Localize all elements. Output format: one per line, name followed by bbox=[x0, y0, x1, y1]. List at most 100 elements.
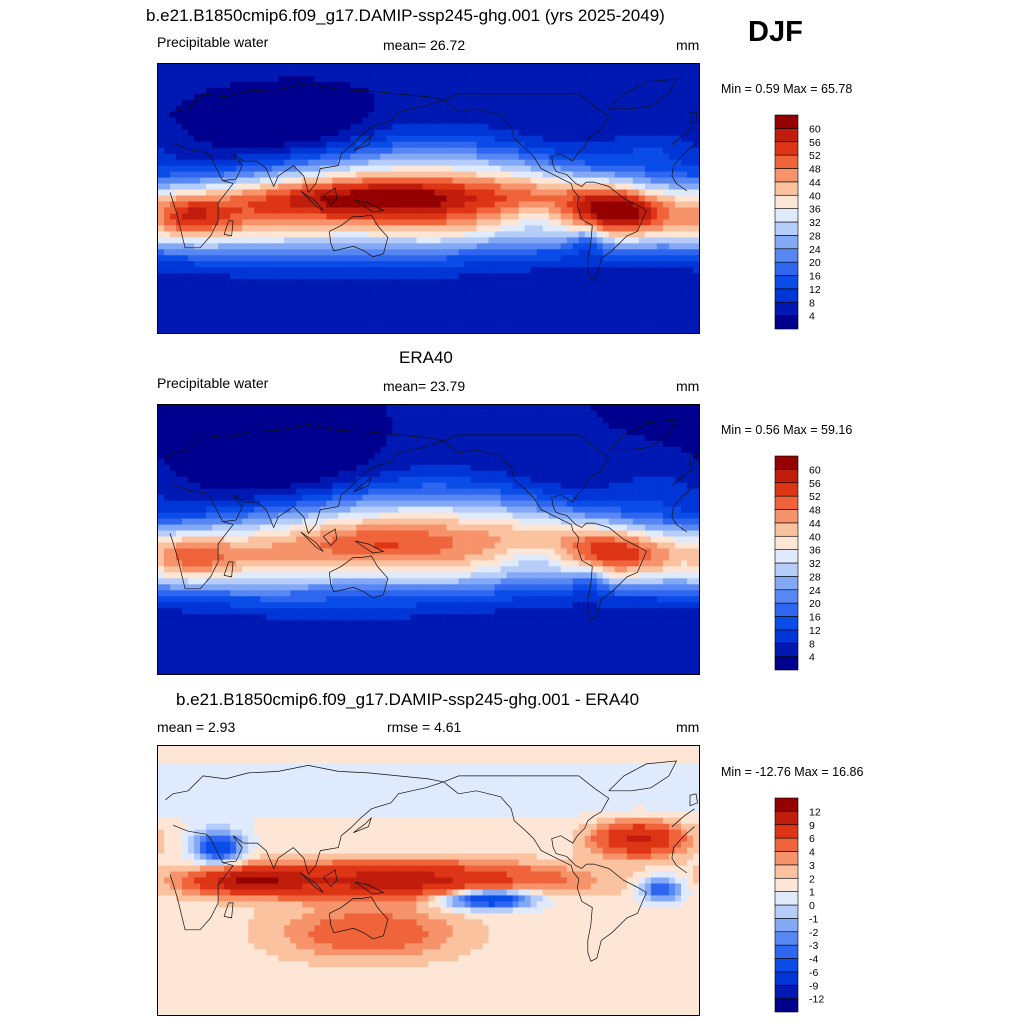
map-field bbox=[158, 746, 699, 1015]
colorbar-swatch bbox=[774, 248, 799, 263]
panel-2-map-svg bbox=[158, 405, 699, 674]
coastline bbox=[443, 434, 647, 621]
coastline bbox=[323, 187, 338, 206]
colorbar-tick-label: 1 bbox=[809, 887, 815, 899]
colorbar-tick-label: -4 bbox=[809, 954, 818, 966]
panel-3-map bbox=[157, 745, 700, 1016]
panel-3-units: mm bbox=[676, 719, 700, 735]
colorbar-swatch bbox=[774, 301, 799, 316]
panel-2-title: ERA40 bbox=[399, 348, 453, 367]
colorbar-swatch bbox=[774, 114, 799, 129]
colorbar-swatch bbox=[774, 797, 799, 812]
coastline bbox=[689, 452, 698, 466]
coastline bbox=[165, 765, 695, 931]
panel-3-mean: mean = 2.93 bbox=[157, 719, 236, 735]
colorbar-tick-label: 52 bbox=[809, 150, 821, 162]
coastline bbox=[443, 775, 647, 962]
coastlines bbox=[165, 78, 698, 280]
panel-3-colorbar: -12 -9 -6 -4 -3 -2 -1 0 1 2 3 4 6 9 12 bbox=[774, 797, 824, 1013]
colorbar-tick-label: -2 bbox=[809, 927, 818, 939]
colorbar-tick-label: 12 bbox=[809, 806, 821, 818]
coastline bbox=[354, 881, 385, 895]
colorbar-tick-label: 36 bbox=[809, 545, 821, 557]
colorbar-swatch bbox=[774, 984, 799, 999]
colorbar-tick-label: -6 bbox=[809, 967, 818, 979]
colorbar-tick-label: 0 bbox=[809, 900, 815, 912]
colorbar-swatch bbox=[774, 864, 799, 879]
panel-1-title: b.e21.B1850cmip6.f09_g17.DAMIP-ssp245-gh… bbox=[146, 6, 665, 25]
colorbar-swatch bbox=[774, 168, 799, 183]
coastline bbox=[328, 896, 389, 940]
colorbar-tick-label: 36 bbox=[809, 204, 821, 216]
colorbar-swatch bbox=[774, 837, 799, 852]
colorbar-swatch bbox=[774, 315, 799, 330]
colorbar-tick-label: 28 bbox=[809, 230, 821, 242]
colorbar-tick-label: 20 bbox=[809, 257, 821, 269]
coastline bbox=[689, 111, 698, 125]
panel-3-map-svg bbox=[158, 746, 699, 1015]
colorbar-swatch bbox=[774, 141, 799, 156]
colorbar-tick-label: 8 bbox=[809, 638, 815, 650]
colorbar-swatch bbox=[774, 891, 799, 906]
colorbar-swatch bbox=[774, 509, 799, 524]
coastline bbox=[608, 78, 678, 110]
season-label: DJF bbox=[748, 16, 803, 48]
colorbar-swatch bbox=[774, 931, 799, 946]
colorbar-tick-label: 6 bbox=[809, 833, 815, 845]
coastline bbox=[354, 199, 385, 213]
colorbar-tick-label: 16 bbox=[809, 271, 821, 283]
colorbar-swatch bbox=[774, 522, 799, 537]
panel-3-rmse: rmse = 4.61 bbox=[387, 719, 462, 735]
colorbar-tick-label: 56 bbox=[809, 137, 821, 149]
colorbar-swatch bbox=[774, 275, 799, 290]
coastline bbox=[223, 220, 234, 237]
coastline bbox=[165, 424, 695, 590]
coastline bbox=[300, 190, 324, 211]
colorbar-tick-label: 9 bbox=[809, 820, 815, 832]
colorbar-tick-label: 48 bbox=[809, 164, 821, 176]
colorbar-tick-label: 3 bbox=[809, 860, 815, 872]
coastlines bbox=[165, 760, 698, 962]
panel-2-map bbox=[157, 404, 700, 675]
colorbar-tick-label: 40 bbox=[809, 531, 821, 543]
colorbar-swatch bbox=[774, 811, 799, 826]
coastline bbox=[353, 135, 372, 152]
colorbar-swatch bbox=[774, 549, 799, 564]
colorbar-swatch bbox=[774, 261, 799, 276]
colorbar-swatch bbox=[774, 602, 799, 617]
panel-2-mean: mean= 23.79 bbox=[383, 378, 466, 394]
coastline bbox=[323, 869, 338, 888]
colorbar-swatch bbox=[774, 904, 799, 919]
panel-1-units: mm bbox=[676, 37, 700, 53]
colorbar-tick-label: 24 bbox=[809, 585, 821, 597]
colorbar-swatch bbox=[774, 181, 799, 196]
colorbar-swatch bbox=[774, 589, 799, 604]
coastline bbox=[443, 93, 647, 280]
colorbar-tick-label: 4 bbox=[809, 311, 815, 323]
colorbar-tick-label: 2 bbox=[809, 873, 815, 885]
panel-1-mean: mean= 26.72 bbox=[383, 37, 466, 53]
coastline bbox=[223, 902, 234, 919]
colorbar-tick-label: 52 bbox=[809, 491, 821, 503]
colorbar-swatch bbox=[774, 455, 799, 470]
colorbar-tick-label: -3 bbox=[809, 940, 818, 952]
colorbar-tick-label: 12 bbox=[809, 625, 821, 637]
coastline bbox=[608, 760, 678, 792]
colorbar-swatch bbox=[774, 576, 799, 591]
coastline bbox=[608, 419, 678, 451]
colorbar-swatch bbox=[774, 944, 799, 959]
colorbar-tick-label: 56 bbox=[809, 478, 821, 490]
coastline bbox=[300, 872, 324, 893]
coastline bbox=[354, 540, 385, 554]
coastline bbox=[353, 476, 372, 493]
colorbar-swatch bbox=[774, 128, 799, 143]
colorbar-swatch bbox=[774, 616, 799, 631]
panel-1-map-svg bbox=[158, 64, 699, 333]
colorbar-tick-label: 44 bbox=[809, 518, 821, 530]
colorbar-tick-label: -12 bbox=[809, 994, 824, 1006]
panel-2-units: mm bbox=[676, 378, 700, 394]
colorbar-swatch bbox=[774, 288, 799, 303]
colorbar-tick-label: 8 bbox=[809, 297, 815, 309]
